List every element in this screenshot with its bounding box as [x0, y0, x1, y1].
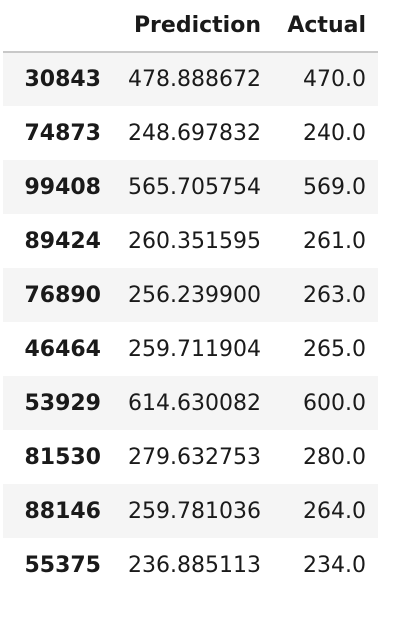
prediction-cell: 256.239900 [128, 282, 261, 308]
header-row: Prediction Actual [3, 0, 378, 53]
prediction-cell: 259.711904 [128, 336, 261, 362]
row-index: 76890 [24, 282, 101, 308]
table-row: 89424 260.351595 261.0 [3, 214, 378, 268]
actual-cell: 280.0 [303, 444, 366, 470]
table-row: 55375 236.885113 234.0 [3, 538, 378, 592]
table-row: 81530 279.632753 280.0 [3, 430, 378, 484]
table-row: 99408 565.705754 569.0 [3, 160, 378, 214]
row-index: 89424 [24, 228, 101, 254]
table-row: 30843 478.888672 470.0 [3, 52, 378, 106]
prediction-cell: 248.697832 [128, 120, 261, 146]
row-index: 88146 [24, 498, 101, 524]
header-prediction: Prediction [103, 0, 273, 53]
row-index: 53929 [24, 390, 101, 416]
actual-cell: 569.0 [303, 174, 366, 200]
prediction-cell: 478.888672 [128, 67, 261, 92]
table-body: 30843 478.888672 470.0 74873 248.697832 … [3, 52, 378, 592]
dataframe-output: Prediction Actual 30843 478.888672 470.0… [3, 0, 378, 592]
table-row: 74873 248.697832 240.0 [3, 106, 378, 160]
prediction-cell: 236.885113 [128, 552, 261, 578]
actual-cell: 265.0 [303, 336, 366, 362]
dataframe-table: Prediction Actual 30843 478.888672 470.0… [3, 0, 378, 592]
prediction-cell: 279.632753 [128, 444, 261, 470]
actual-cell: 240.0 [303, 120, 366, 146]
prediction-cell: 260.351595 [128, 228, 261, 254]
actual-cell: 234.0 [303, 552, 366, 578]
table-row: 76890 256.239900 263.0 [3, 268, 378, 322]
prediction-cell: 614.630082 [128, 390, 261, 416]
row-index: 99408 [24, 174, 101, 200]
row-index: 81530 [24, 444, 101, 470]
row-index: 55375 [24, 552, 101, 578]
row-index: 46464 [24, 336, 101, 362]
prediction-cell: 565.705754 [128, 174, 261, 200]
header-index [3, 0, 103, 53]
table-header: Prediction Actual [3, 0, 378, 53]
row-index: 30843 [24, 67, 101, 92]
actual-cell: 600.0 [303, 390, 366, 416]
actual-cell: 261.0 [303, 228, 366, 254]
table-row: 46464 259.711904 265.0 [3, 322, 378, 376]
actual-cell: 263.0 [303, 282, 366, 308]
actual-cell: 264.0 [303, 498, 366, 524]
table-row: 88146 259.781036 264.0 [3, 484, 378, 538]
row-index: 74873 [24, 120, 101, 146]
header-actual: Actual [273, 0, 378, 53]
actual-cell: 470.0 [303, 67, 366, 92]
prediction-cell: 259.781036 [128, 498, 261, 524]
table-row: 53929 614.630082 600.0 [3, 376, 378, 430]
